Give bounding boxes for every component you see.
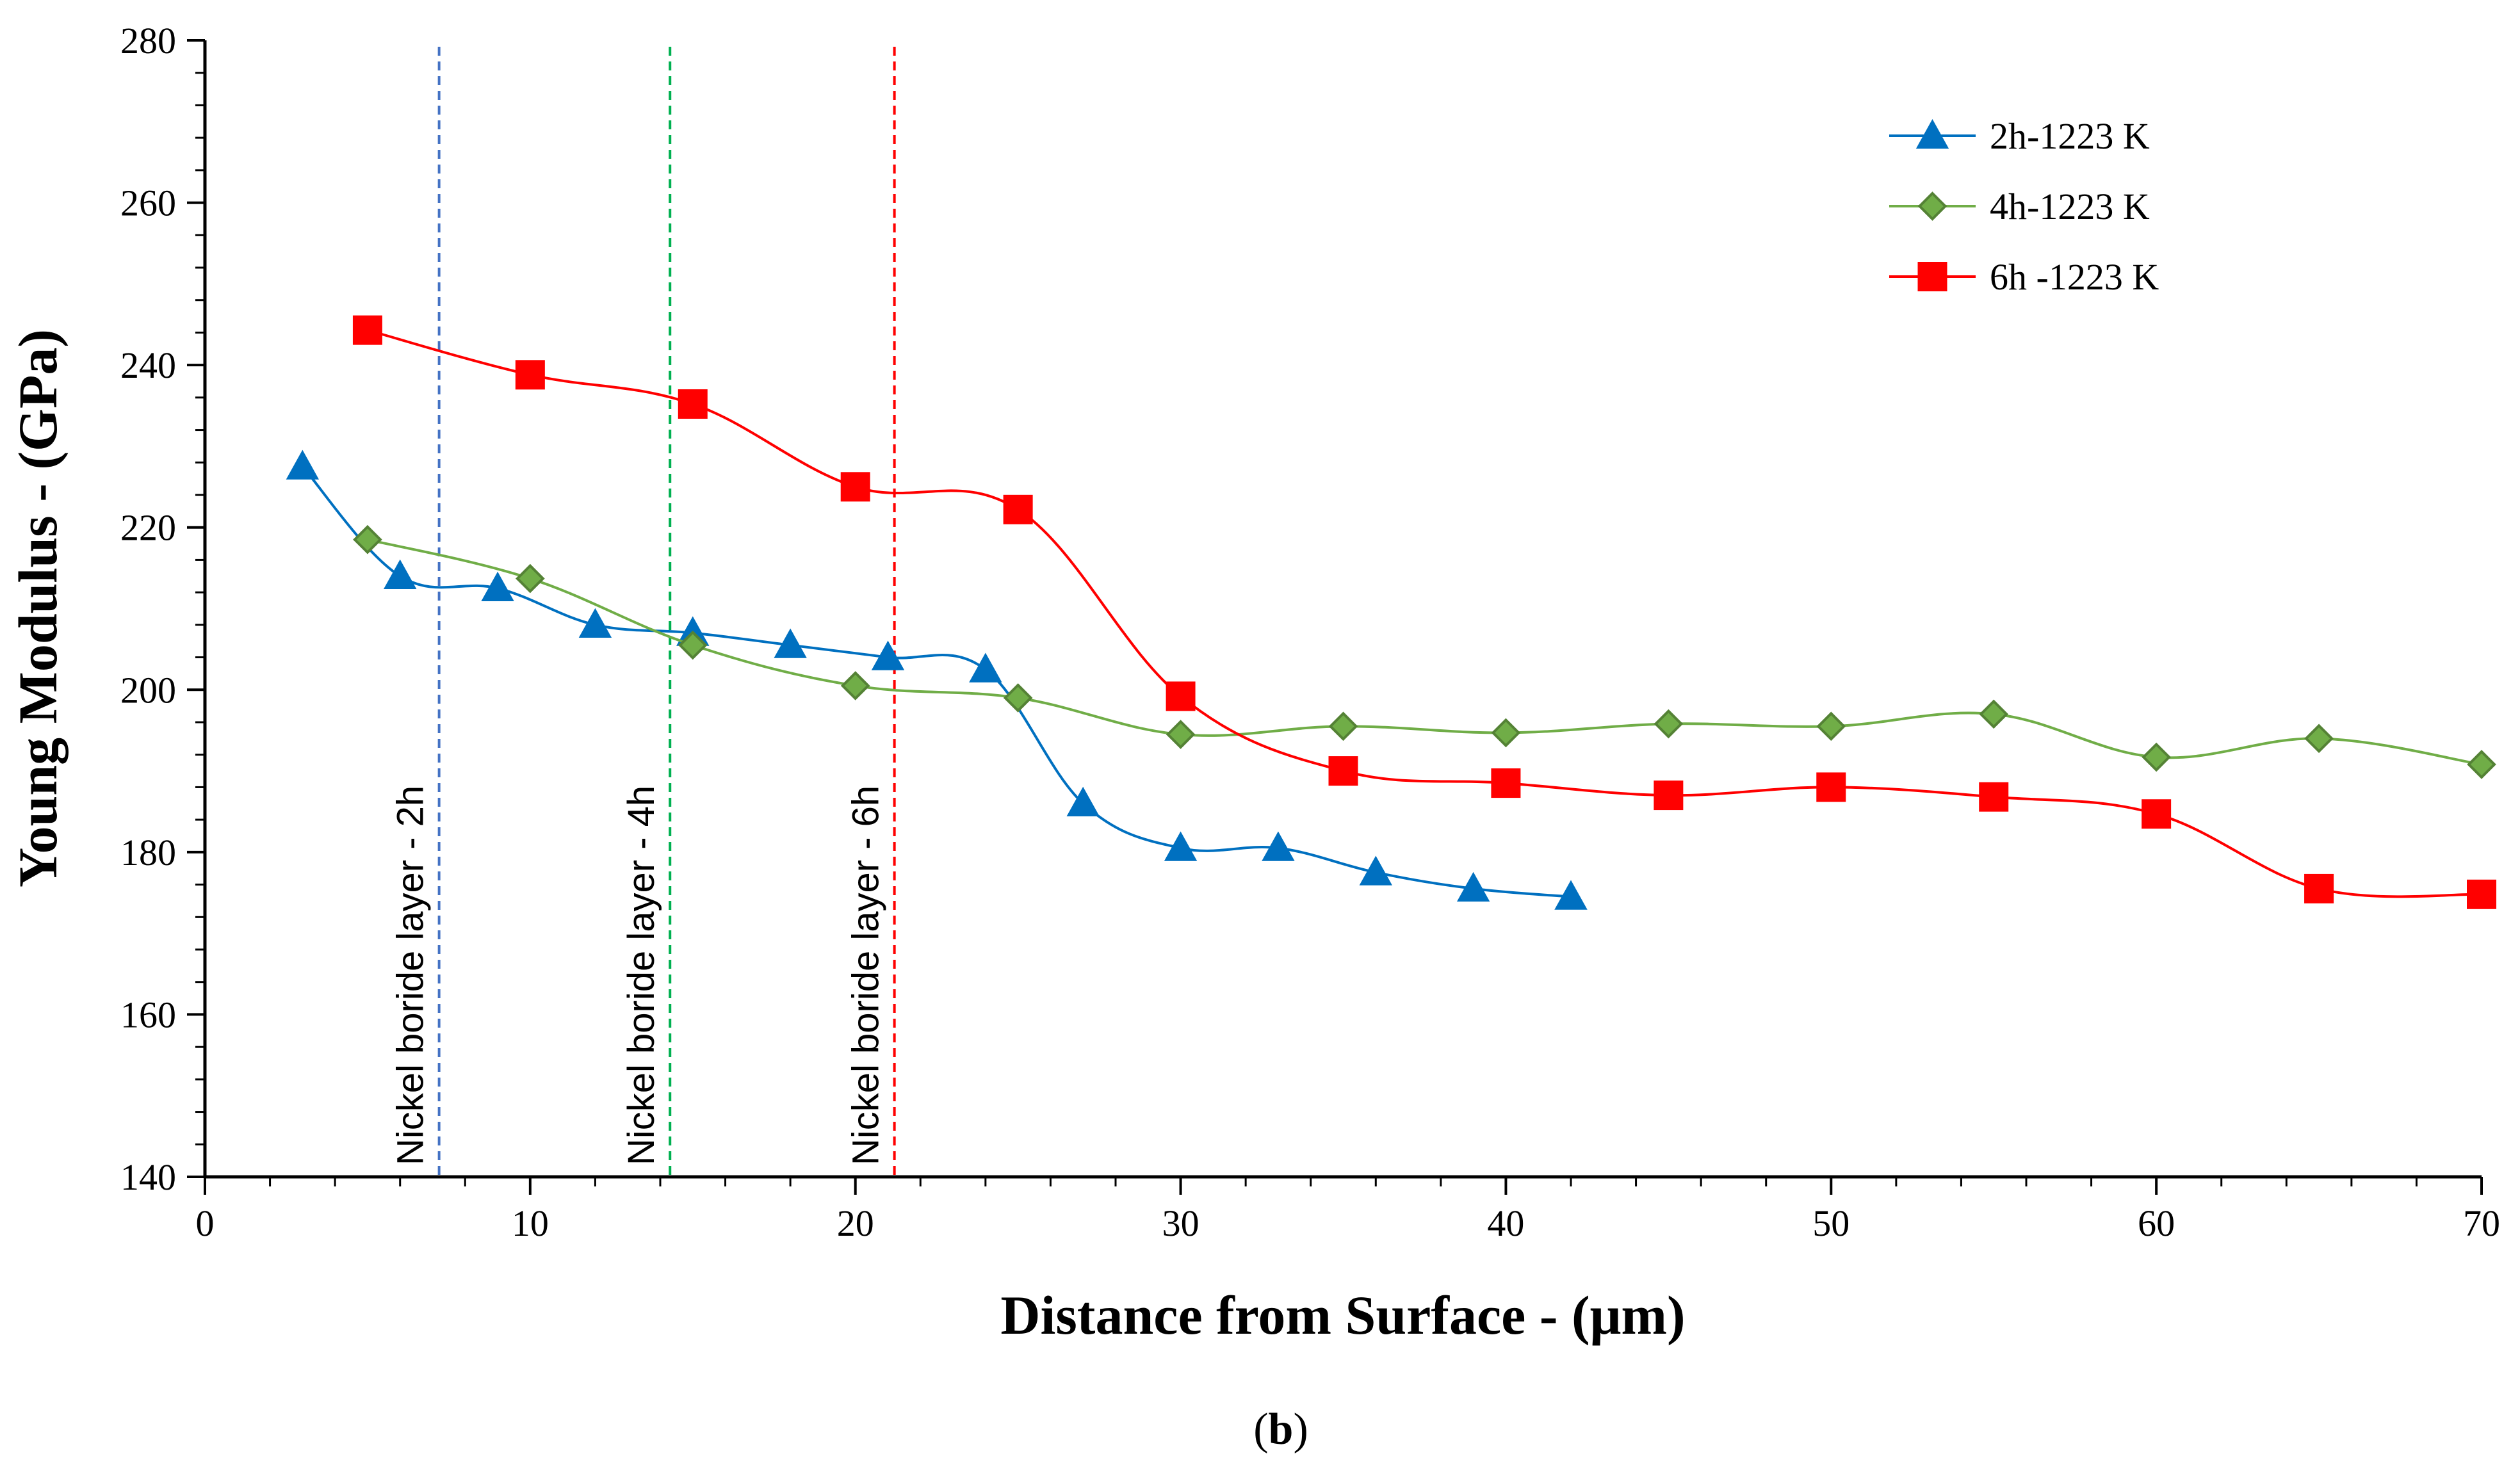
x-tick-label: 50	[1812, 1202, 1849, 1244]
annotation-lines: Nickel boride layer - 2h Nickel boride la…	[390, 47, 896, 1177]
figure-caption: (b)	[1253, 1405, 1308, 1454]
series	[286, 315, 2496, 910]
layer-boundary-label: Nickel boride layer - 6h	[845, 786, 887, 1165]
x-tick-label: 60	[2138, 1202, 2175, 1244]
data-point	[1554, 880, 1588, 910]
data-point	[1456, 871, 1490, 902]
data-point	[1003, 494, 1033, 524]
y-tick-label: 200	[120, 669, 176, 711]
x-axis-title: Distance from Surface - (μm)	[1000, 1284, 1685, 1346]
data-point	[2142, 742, 2171, 772]
x-tick-label: 20	[837, 1202, 874, 1244]
data-point	[678, 389, 708, 419]
data-point	[1262, 831, 1295, 861]
caption-open: (	[1253, 1405, 1268, 1454]
data-point	[481, 571, 514, 602]
data-point	[2304, 724, 2334, 754]
data-point	[678, 630, 708, 660]
data-point	[1816, 711, 1846, 741]
layer-boundary-label: Nickel boride layer - 2h	[390, 786, 432, 1165]
data-point	[286, 449, 320, 480]
data-point	[1328, 711, 1358, 741]
data-point	[969, 652, 1002, 683]
y-tick-label: 160	[120, 994, 176, 1035]
data-point	[1979, 699, 2009, 729]
axes	[203, 40, 2482, 1179]
legend-marker	[1915, 118, 1949, 149]
y-axis-title: Young Modulus - (GPa)	[7, 329, 69, 887]
x-tick-label: 30	[1162, 1202, 1199, 1244]
data-point	[2467, 750, 2496, 779]
legend-label: 6h -1223 K	[1990, 256, 2159, 298]
data-point	[1164, 831, 1198, 861]
data-point	[1328, 756, 1358, 786]
data-point	[384, 559, 417, 589]
legend: 2h-1223 K 4h-1223 K 6h -1223 K	[1889, 115, 2159, 298]
x-tick-label: 10	[512, 1202, 549, 1244]
data-point	[1359, 855, 1392, 886]
legend-marker	[1917, 191, 1947, 221]
data-point	[515, 360, 545, 390]
caption-letter: b	[1269, 1405, 1294, 1454]
data-point	[1654, 780, 1684, 811]
data-point	[1491, 768, 1521, 798]
y-tick-label: 260	[120, 182, 176, 224]
legend-item: 6h -1223 K	[1889, 256, 2159, 298]
data-point	[840, 472, 870, 502]
y-tick-label: 220	[120, 507, 176, 549]
data-point	[1979, 782, 2009, 812]
legend-label: 4h-1223 K	[1990, 186, 2150, 227]
data-point	[352, 315, 382, 345]
series-line	[301, 465, 1572, 898]
caption-close: )	[1293, 1405, 1308, 1454]
data-point	[2467, 879, 2496, 909]
layer-boundary-label: Nickel boride layer - 4h	[621, 786, 662, 1165]
data-point	[1066, 786, 1100, 816]
data-point	[2304, 873, 2334, 903]
data-point	[1003, 683, 1033, 713]
data-point	[871, 640, 905, 670]
series-line	[367, 328, 2482, 898]
series-3	[352, 315, 2496, 909]
legend-item: 2h-1223 K	[1889, 115, 2150, 157]
data-point	[1166, 720, 1196, 749]
legend-marker	[1917, 262, 1947, 291]
data-point	[1654, 709, 1684, 739]
data-point	[516, 563, 545, 594]
data-point	[1491, 718, 1521, 748]
series-2	[353, 524, 2496, 779]
data-point	[1166, 681, 1196, 711]
data-point	[2142, 799, 2172, 829]
x-tick-label: 40	[1487, 1202, 1524, 1244]
legend-label: 2h-1223 K	[1990, 115, 2150, 157]
y-tick-label: 140	[120, 1156, 176, 1198]
data-point	[353, 524, 382, 554]
y-tick-label: 180	[120, 832, 176, 873]
data-point	[840, 671, 870, 700]
x-tick-label: 70	[2463, 1202, 2500, 1244]
series-line	[367, 538, 2482, 766]
ticks: 0 10 20 30 40 50 60 70 140 160 180 200 220 240 260 280	[120, 20, 2500, 1244]
data-point	[578, 608, 612, 638]
y-tick-label: 280	[120, 20, 176, 61]
y-tick-label: 240	[120, 344, 176, 386]
data-point	[774, 628, 807, 658]
series-1	[286, 449, 1588, 910]
legend-item: 4h-1223 K	[1889, 186, 2150, 227]
data-point	[1816, 772, 1846, 802]
x-tick-label: 0	[196, 1202, 215, 1244]
